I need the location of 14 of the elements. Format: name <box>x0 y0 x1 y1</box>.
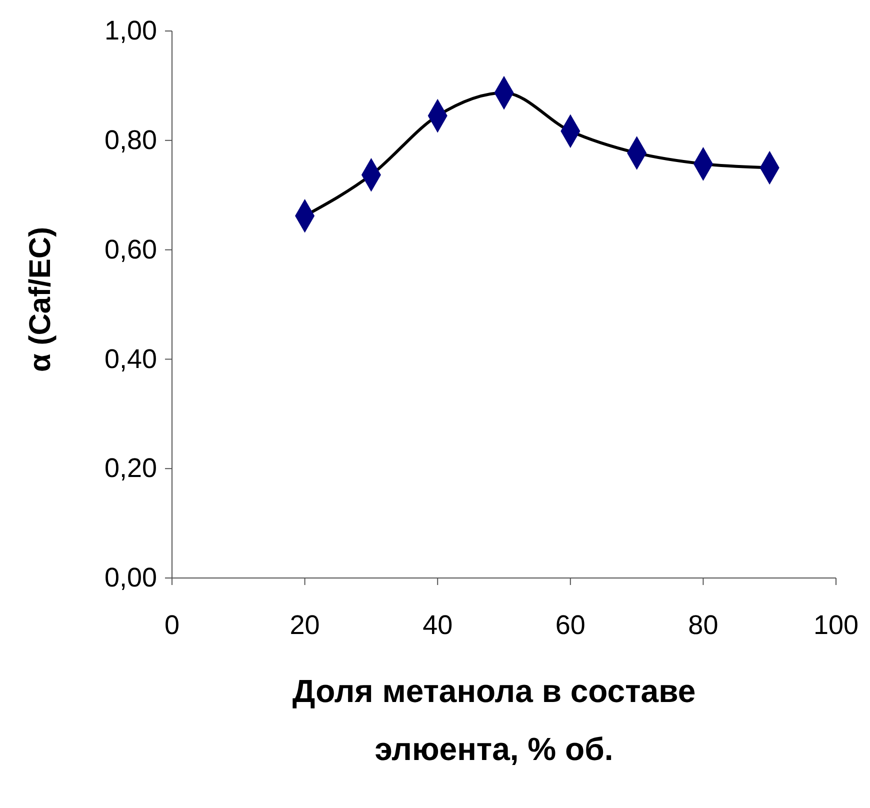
x-tick-label: 40 <box>422 610 453 640</box>
x-tick-label: 0 <box>164 610 180 640</box>
y-tick-label: 0,00 <box>104 562 157 593</box>
x-tick-label: 80 <box>688 610 718 640</box>
y-tick-label: 0,80 <box>104 125 157 156</box>
y-axis-title: α (Caf/EC) <box>24 226 57 372</box>
y-tick-label: 0,20 <box>104 453 157 484</box>
x-axis-title: Доля метанола в составе элюента, % об. <box>292 673 696 767</box>
y-tick-label: 1,00 <box>104 16 157 46</box>
y-tick-label: 0,40 <box>104 344 157 374</box>
x-tick-label: 60 <box>555 610 586 640</box>
x-tick-label: 20 <box>290 610 320 640</box>
x-tick-label: 100 <box>813 610 859 640</box>
y-tick-label: 0,60 <box>104 234 157 264</box>
